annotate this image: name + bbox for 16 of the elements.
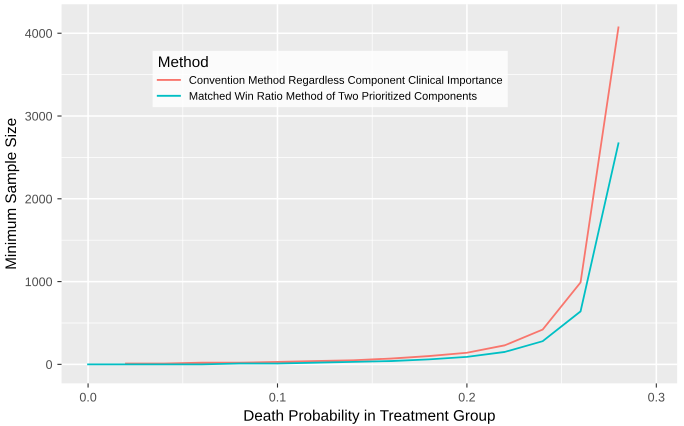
y-tick-label: 4000: [25, 29, 52, 38]
x-tick-label: 0.0: [80, 392, 96, 402]
x-tick-label: 0.1: [269, 392, 286, 402]
legend-label: Convention Method Regardless Component Clinical Importance: [189, 76, 502, 86]
y-tick-label: 2000: [25, 194, 52, 204]
y-axis-title: Minimum Sample Size: [4, 118, 20, 269]
x-tick-label: 0.2: [458, 392, 475, 402]
y-tick-label: 1000: [26, 277, 52, 286]
x-tick-label: 0.3: [648, 392, 664, 402]
line-series: [87, 142, 620, 366]
y-tick-label: 0: [46, 360, 52, 370]
legend-label: Matched Win Ratio Method of Two Prioritized Components: [190, 92, 477, 102]
legend-title: Method: [158, 56, 208, 68]
y-tick-label: 3000: [25, 112, 52, 121]
x-axis-title: Death Probability in Treatment Group: [244, 410, 495, 424]
line-series: [125, 26, 620, 364]
